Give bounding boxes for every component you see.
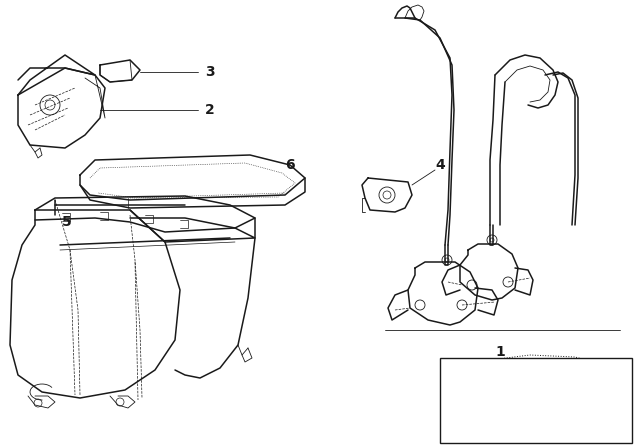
Text: 4: 4 [435, 158, 445, 172]
Text: 2: 2 [205, 103, 215, 117]
Text: 6: 6 [285, 158, 294, 172]
Text: 1: 1 [495, 345, 505, 359]
Bar [440, 358, 632, 443]
Text: 3: 3 [205, 65, 214, 79]
Text: C0046953: C0046953 [522, 431, 559, 439]
Text: 5: 5 [62, 215, 72, 229]
